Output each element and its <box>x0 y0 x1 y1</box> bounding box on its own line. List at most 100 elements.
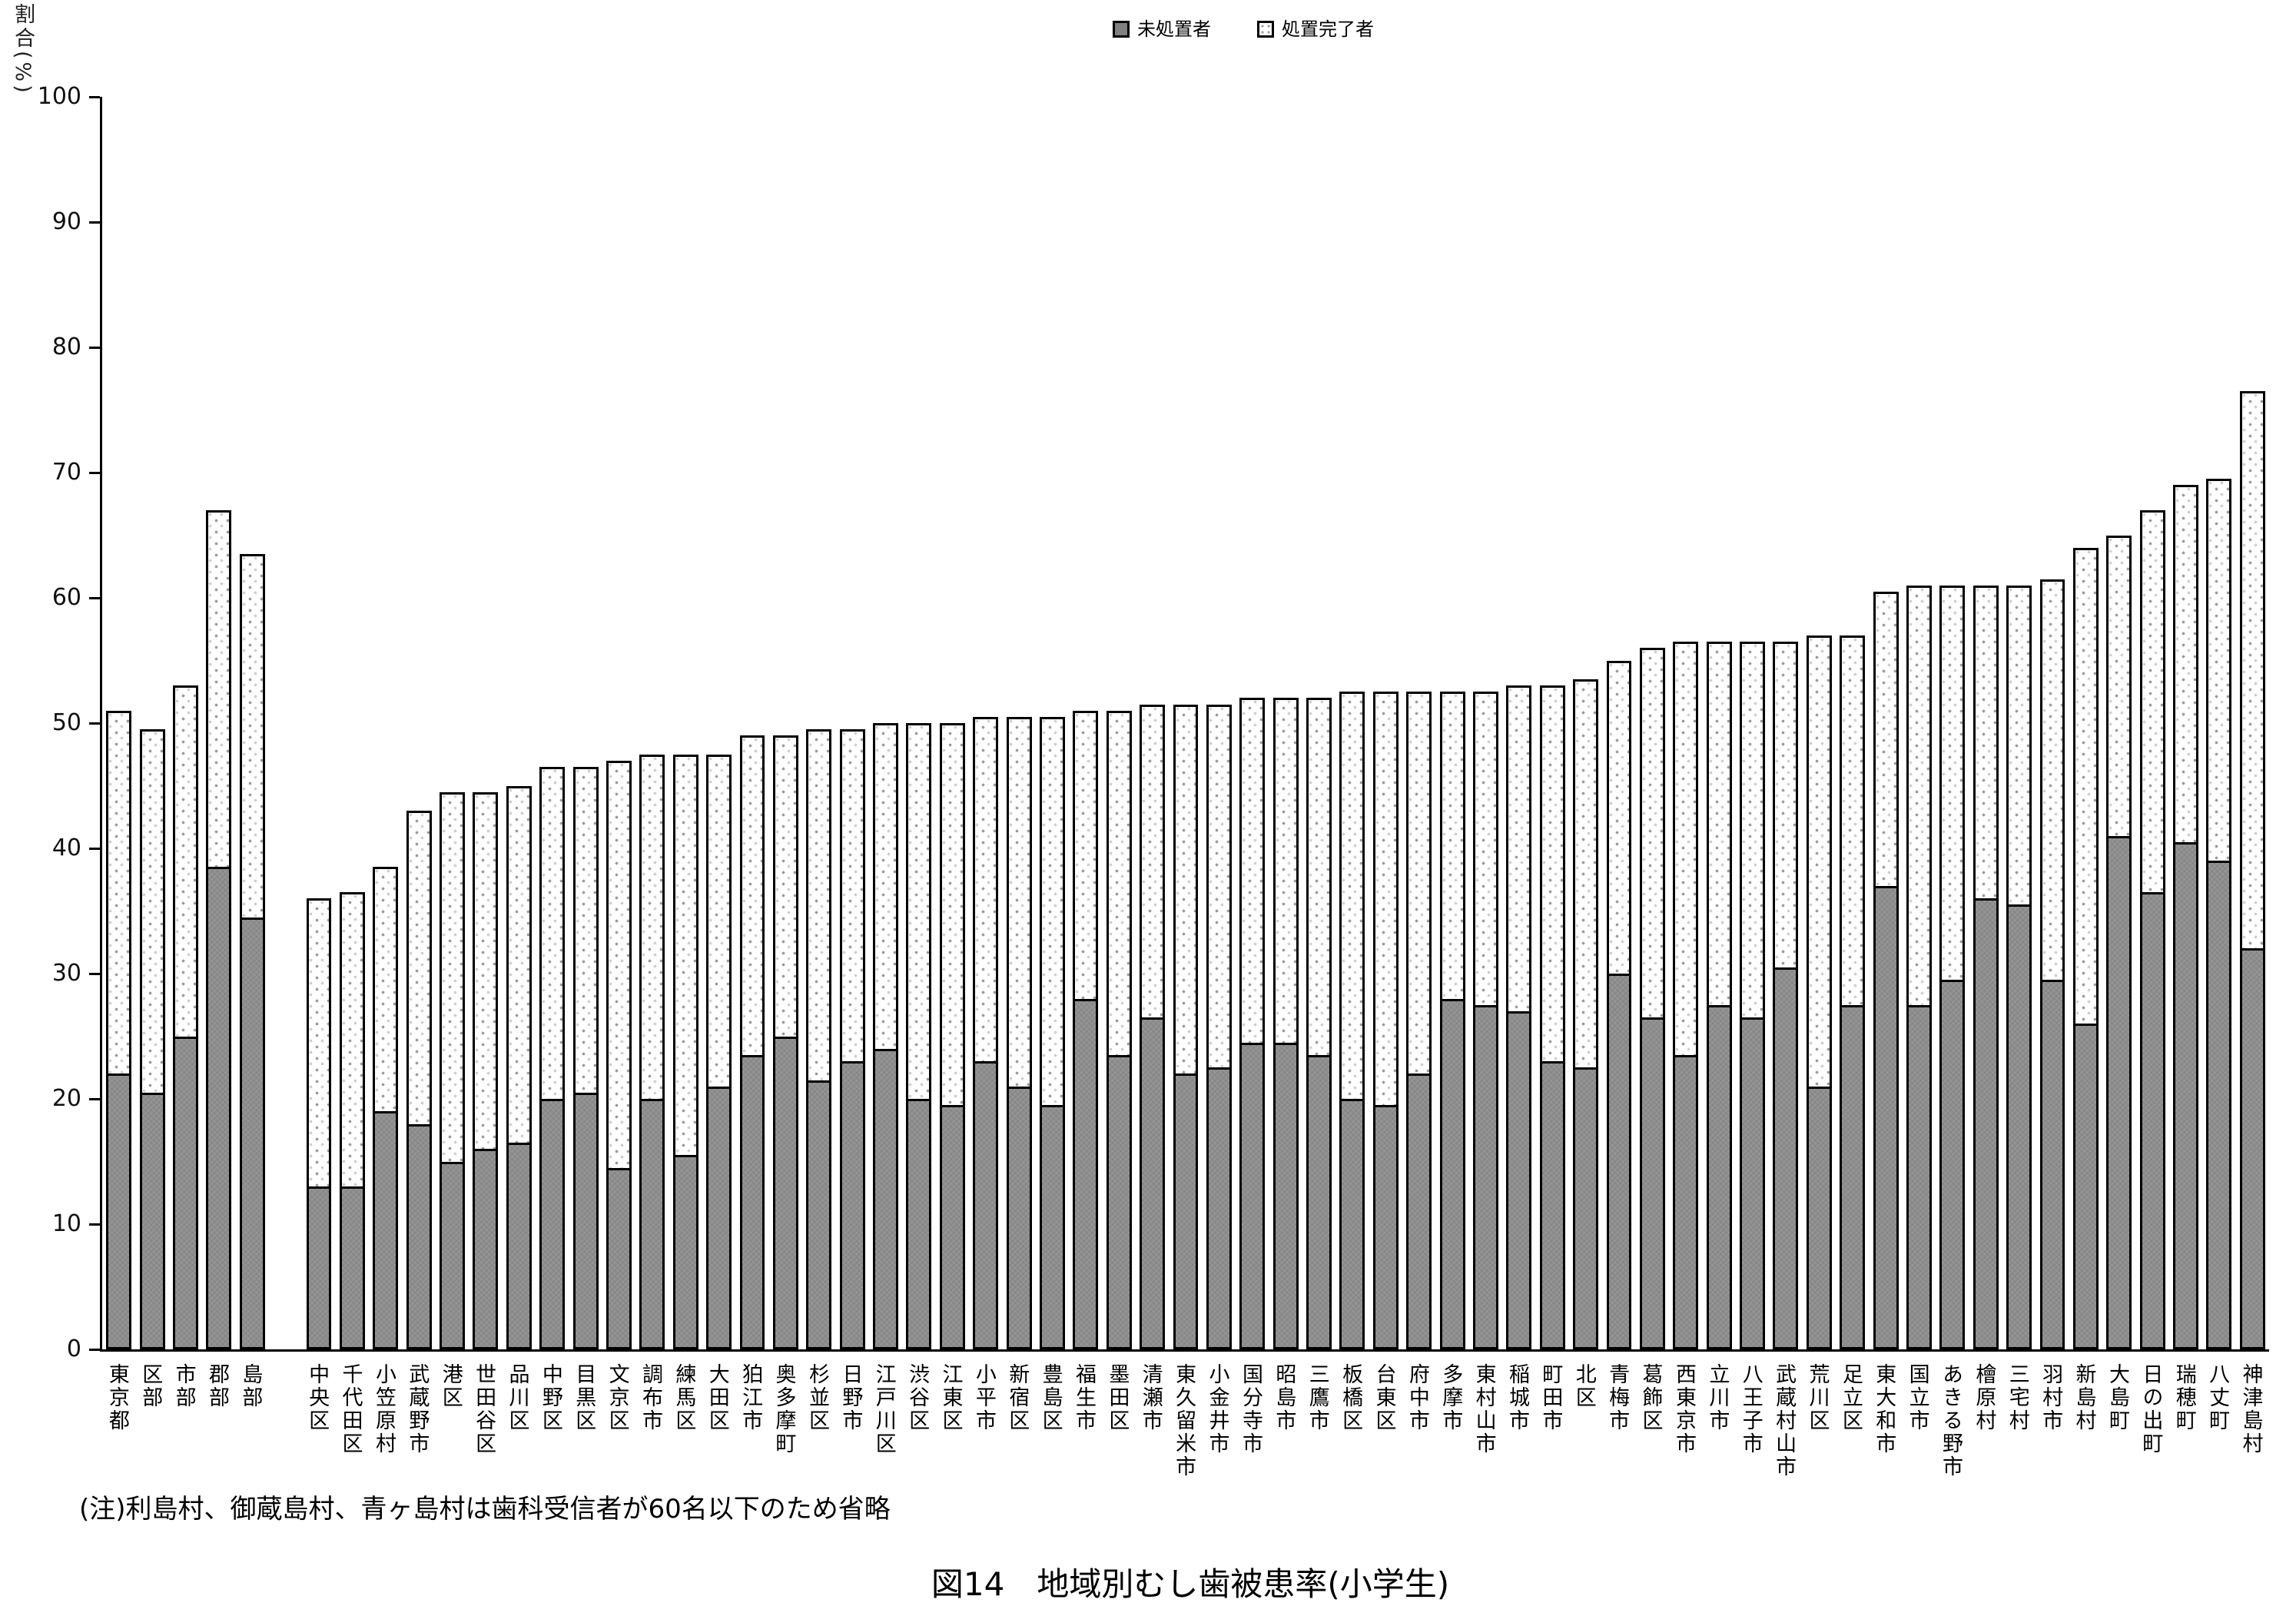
bar-segment-treated <box>1873 591 1899 886</box>
bar-segment-untreated <box>1639 1017 1665 1349</box>
x-axis-label: 北区 <box>1571 1363 1596 1409</box>
legend-swatch-untreated-icon <box>1113 21 1130 38</box>
bar-segment-untreated <box>1106 1054 1132 1349</box>
bar-杉並区 <box>806 729 832 1349</box>
bar-三宅村 <box>2006 585 2032 1349</box>
bar-segment-treated <box>1272 698 1299 1043</box>
bar-東久留米市 <box>1173 704 1199 1349</box>
bar-segment-treated <box>806 729 832 1080</box>
x-axis-label: 立川市 <box>1705 1363 1730 1432</box>
bar-日の出町 <box>2139 509 2165 1349</box>
bar-segment-untreated <box>1873 885 1899 1349</box>
x-axis-label: 世田谷区 <box>472 1363 496 1455</box>
bar-segment-untreated <box>906 1099 932 1349</box>
bar-台東区 <box>1372 692 1399 1349</box>
bar-あきる野市 <box>1939 585 1966 1349</box>
bar-segment-treated <box>572 767 599 1093</box>
bar-segment-treated <box>1773 642 1799 967</box>
bar-segment-treated <box>1039 716 1065 1106</box>
bar-清瀬市 <box>1140 704 1166 1349</box>
bar-大島町 <box>2106 535 2132 1349</box>
bar-segment-treated <box>1906 585 1932 1005</box>
legend-label-treated: 処置完了者 <box>1282 18 1374 40</box>
bar-segment-treated <box>239 553 265 918</box>
bar-segment-untreated <box>839 1061 865 1349</box>
x-axis-label: 中央区 <box>305 1363 330 1432</box>
x-axis-label: 練馬区 <box>672 1363 696 1432</box>
bar-segment-untreated <box>873 1048 899 1349</box>
bar-北区 <box>1573 679 1599 1349</box>
y-tick-label: 10 <box>51 1210 81 1237</box>
bar-segment-untreated <box>1472 1004 1498 1349</box>
bar-segment-untreated <box>172 1036 198 1349</box>
bar-渋谷区 <box>906 723 932 1349</box>
bar-segment-treated <box>1840 635 1866 1005</box>
x-axis-label: 中野区 <box>538 1363 562 1432</box>
bar-segment-treated <box>1073 710 1099 999</box>
bar-segment-untreated <box>1939 980 1966 1349</box>
bar-segment-treated <box>1472 692 1498 1005</box>
bar-立川市 <box>1706 642 1732 1349</box>
x-axis-label: 新島村 <box>2072 1363 2096 1432</box>
bar-segment-treated <box>1406 692 1432 1074</box>
bar-八丈町 <box>2206 479 2232 1349</box>
y-tick <box>89 847 100 850</box>
bar-segment-untreated <box>239 917 265 1349</box>
bar-segment-treated <box>1106 710 1132 1055</box>
figure-caption: 図14 地域別むし歯被患率(小学生) <box>931 1565 1450 1603</box>
bar-調布市 <box>639 754 665 1349</box>
bar-segment-treated <box>1573 679 1599 1068</box>
x-axis-label: 八丈町 <box>2205 1363 2230 1432</box>
bar-segment-untreated <box>1740 1017 1766 1349</box>
bar-segment-treated <box>1306 698 1332 1055</box>
bar-足立区 <box>1840 635 1866 1349</box>
bar-文京区 <box>606 760 632 1349</box>
bar-東村山市 <box>1472 692 1498 1349</box>
bar-segment-untreated <box>672 1155 698 1349</box>
bar-segment-treated <box>206 509 232 868</box>
bar-武蔵野市 <box>406 811 432 1349</box>
bar-segment-untreated <box>306 1186 332 1349</box>
x-axis-label: 目黒区 <box>572 1363 596 1432</box>
x-axis-label: 奥多摩町 <box>771 1363 796 1455</box>
bar-segment-treated <box>172 685 198 1037</box>
bar-奥多摩町 <box>772 735 798 1349</box>
x-axis-label: 市部 <box>171 1363 196 1409</box>
bar-segment-untreated <box>639 1099 665 1349</box>
bar-豊島区 <box>1039 716 1065 1349</box>
x-axis-label: 狛江市 <box>738 1363 763 1432</box>
legend: 未処置者 処置完了者 <box>1113 20 1374 38</box>
bar-segment-treated <box>606 760 632 1168</box>
bar-多摩市 <box>1439 692 1465 1349</box>
bar-八王子市 <box>1740 642 1766 1349</box>
x-axis-label: 江東区 <box>938 1363 963 1432</box>
bar-segment-treated <box>1806 635 1832 1087</box>
bar-segment-untreated <box>1706 1004 1732 1349</box>
bar-segment-treated <box>1939 585 1966 981</box>
x-axis-label: 杉並区 <box>805 1363 829 1432</box>
x-axis-label: 町田市 <box>1538 1363 1563 1432</box>
bar-segment-treated <box>672 754 698 1156</box>
x-axis-label: 三宅村 <box>2005 1363 2029 1432</box>
bar-segment-treated <box>506 785 532 1143</box>
bar-瑞穂町 <box>2173 485 2199 1349</box>
legend-item-treated: 処置完了者 <box>1257 20 1374 38</box>
bar-江戸川区 <box>873 723 899 1349</box>
bar-segment-treated <box>1206 704 1232 1068</box>
y-tick-label: 70 <box>51 459 81 486</box>
x-axis-label: 小平市 <box>971 1363 996 1432</box>
bar-福生市 <box>1073 710 1099 1349</box>
x-axis-label: 小笠原村 <box>371 1363 396 1455</box>
y-tick-label: 90 <box>51 208 81 235</box>
x-axis-label: 台東区 <box>1372 1363 1396 1432</box>
bar-segment-treated <box>1140 704 1166 1018</box>
bar-segment-untreated <box>1973 898 1999 1349</box>
bar-神津島村 <box>2239 391 2265 1349</box>
bar-小笠原村 <box>373 867 399 1349</box>
bar-segment-treated <box>2106 535 2132 836</box>
x-axis-label: 葛飾区 <box>1638 1363 1663 1432</box>
x-axis-label: 郡部 <box>205 1363 230 1409</box>
y-tick <box>89 346 100 349</box>
bar-segment-untreated <box>339 1186 365 1349</box>
bar-segment-treated <box>1973 585 1999 899</box>
